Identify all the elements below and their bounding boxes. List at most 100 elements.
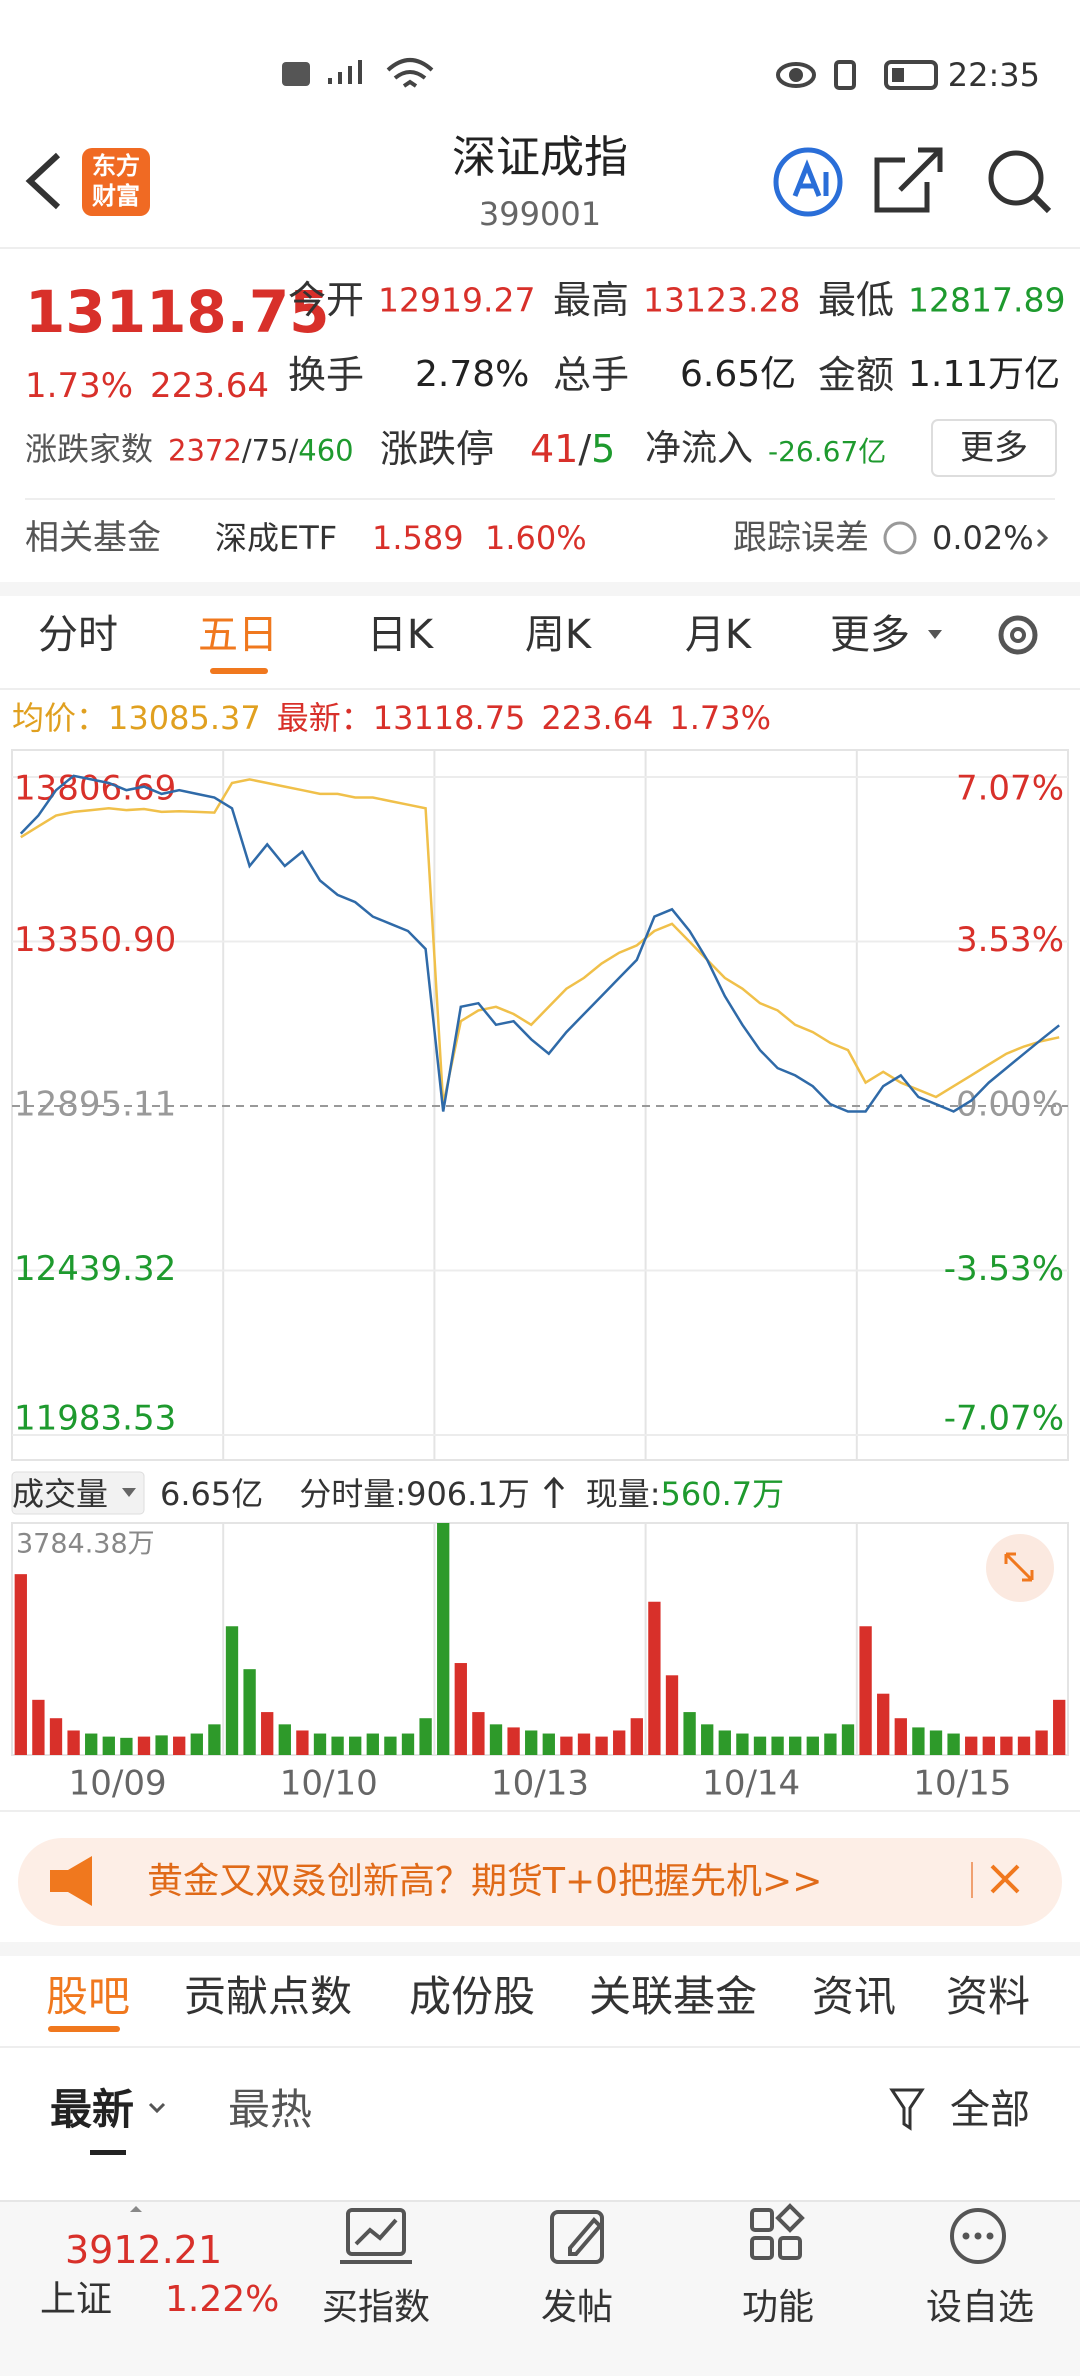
sub-tab[interactable]: 资讯 (811, 1972, 897, 2021)
quote-value: 6.65亿 (680, 354, 797, 395)
quote-label: 总手 (553, 353, 630, 397)
volume-bar (366, 1733, 379, 1755)
volume-bar (982, 1736, 995, 1755)
sub-tab[interactable]: 关联基金 (588, 1972, 758, 2021)
x-tick-label: 10/14 (702, 1764, 800, 1804)
volume-bar (965, 1736, 978, 1755)
volume-bar (929, 1730, 943, 1755)
divider (0, 582, 1080, 596)
sub-tab[interactable]: 股吧 (45, 1972, 131, 2021)
volume-bar (595, 1736, 608, 1755)
y-tick-label: 11983.53 (14, 1399, 176, 1439)
breadth: 2372/75/460 (168, 433, 354, 466)
text: 2372 (168, 433, 242, 468)
net-flow: -26.67亿 (768, 435, 887, 468)
volume-bar (718, 1730, 731, 1755)
volume-bar (894, 1718, 907, 1755)
logo-text: 东方 (92, 152, 140, 180)
breadth-label: 涨跌家数 (25, 430, 154, 468)
volume-bar (683, 1712, 696, 1755)
volume-bar (771, 1736, 784, 1755)
volume-bar (85, 1733, 98, 1755)
chart-tab[interactable]: 日K (366, 612, 434, 658)
fund-name: 深成ETF (215, 519, 338, 557)
nav-item[interactable]: 设自选 (925, 2287, 1035, 2328)
limit-label: 涨跌停 (380, 427, 495, 471)
volume-bar (560, 1736, 573, 1755)
nav-item[interactable]: 发帖 (540, 2287, 614, 2328)
share-button[interactable] (874, 147, 943, 213)
text: 41 (530, 427, 579, 471)
nav-item[interactable]: 功能 (741, 2287, 815, 2328)
price-line (19, 774, 1060, 1113)
ai-button[interactable] (773, 147, 843, 217)
volume-bar (877, 1693, 890, 1755)
text: 5 (591, 427, 616, 471)
sub-tab[interactable]: 成份股 (408, 1972, 536, 2021)
volume-bar (859, 1626, 872, 1755)
x-tick-label: 10/15 (913, 1764, 1011, 1804)
logo-text: 财富 (92, 182, 140, 210)
text: 13118.75 (372, 699, 526, 737)
nav-item[interactable]: 买指数 (321, 2287, 431, 2328)
back-button[interactable] (25, 152, 61, 210)
volume-bar (947, 1733, 960, 1755)
text: 13085.37 (108, 699, 261, 737)
quote-label: 最低 (818, 278, 895, 322)
filter-tab[interactable]: 最新 (50, 2085, 135, 2134)
volume-bar (806, 1736, 819, 1755)
volume-bar (243, 1669, 256, 1755)
text: 现量: (585, 1475, 661, 1513)
volume-bar (14, 1574, 27, 1755)
close-banner[interactable] (990, 1864, 1020, 1894)
divider (0, 247, 1080, 249)
volume-bar (49, 1718, 63, 1755)
limit: 41/5 (530, 430, 615, 468)
logo (82, 148, 150, 216)
volume-bar (1035, 1730, 1048, 1755)
settings-button[interactable] (998, 615, 1038, 655)
chart-tab[interactable]: 周K (524, 612, 592, 658)
chart-tab[interactable]: 分时 (38, 612, 118, 658)
sub-tab[interactable]: 贡献点数 (183, 1972, 353, 2021)
volume-tick-label: 3784.38万 (16, 1529, 155, 1560)
text: 1.73% (669, 699, 772, 737)
volume-bar (137, 1736, 151, 1755)
filter-all[interactable]: 全部 (950, 2087, 1030, 2133)
y2-tick-label: 0.00% (956, 1085, 1064, 1125)
y-tick-label: 12439.32 (14, 1249, 176, 1289)
text: 均价： (12, 699, 109, 737)
volume-bar (753, 1736, 767, 1755)
fund-label: 相关基金 (25, 518, 161, 558)
fund-pct: 1.60% (485, 519, 587, 557)
search-button[interactable] (988, 150, 1044, 206)
change-pct: 1.73% (25, 366, 134, 406)
ad-banner[interactable] (18, 1838, 1062, 1926)
nav-index-value: 3912.21 (65, 2228, 223, 2272)
volume-bar (1000, 1736, 1013, 1755)
chart-tab[interactable]: 月K (684, 612, 752, 658)
page-title: 深证成指 (452, 132, 628, 183)
volume-bar (665, 1675, 679, 1755)
text: /75/ (241, 433, 299, 468)
volume-bar (912, 1727, 925, 1755)
filter-tab[interactable]: 最热 (228, 2085, 313, 2134)
divider (0, 1942, 1080, 1956)
last-price: 13118.75 (25, 278, 330, 346)
more-button-text: 更多 (960, 428, 1028, 468)
index-code: 399001 (478, 195, 602, 233)
chart-tab[interactable]: 更多 (830, 612, 910, 658)
volume-bar (630, 1718, 643, 1755)
x-tick-label: 10/13 (491, 1764, 589, 1804)
sub-tab[interactable]: 资料 (945, 1972, 1031, 2021)
divider (0, 1810, 1080, 1812)
chart-tab[interactable]: 五日 (198, 612, 278, 658)
volume-bar (278, 1724, 291, 1755)
text: / (578, 427, 592, 471)
more-button[interactable] (931, 419, 1057, 477)
volume-info: 成交量 6.65亿 分时量:906.1万 现量:560.7万 (12, 1476, 784, 1510)
volume-bar (472, 1712, 485, 1755)
status-icons (282, 58, 938, 90)
